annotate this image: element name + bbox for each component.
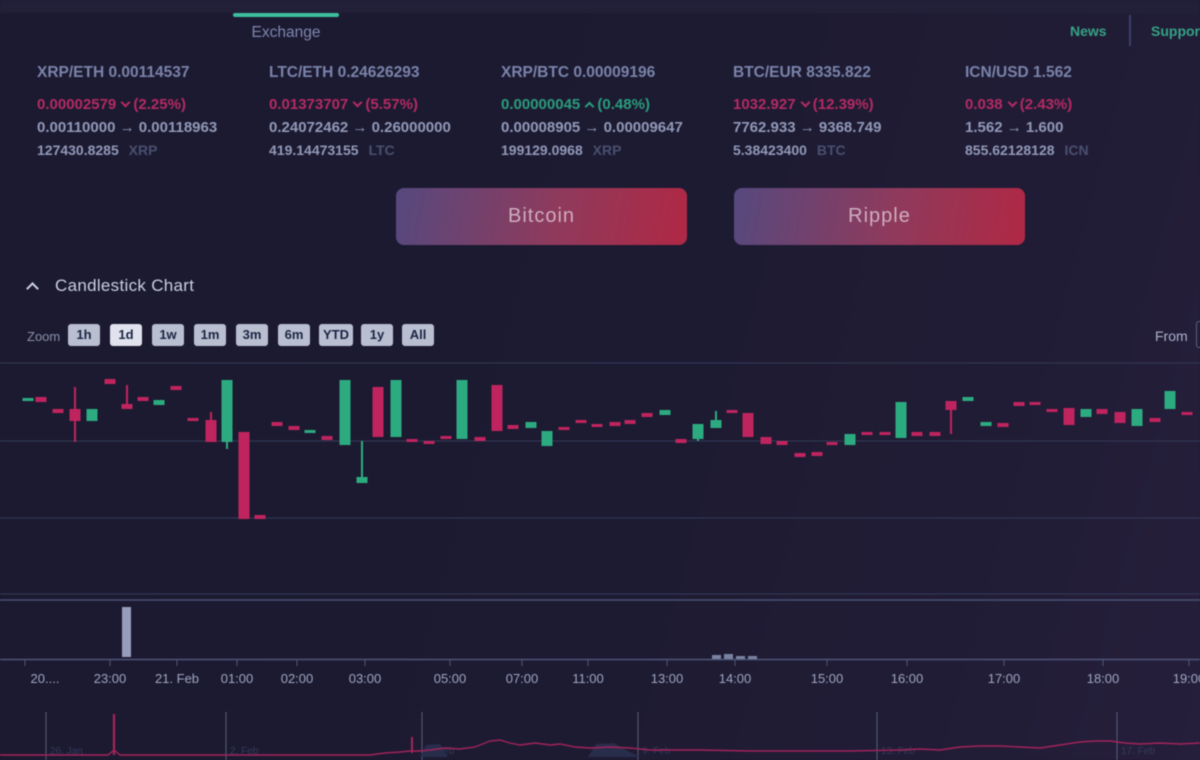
svg-text:11:00: 11:00 <box>572 671 604 686</box>
svg-text:21. Feb: 21. Feb <box>155 671 199 686</box>
svg-text:26. Jan: 26. Jan <box>50 746 83 757</box>
svg-text:07:00: 07:00 <box>506 671 539 686</box>
svg-text:17:00: 17:00 <box>988 671 1021 686</box>
svg-text:14:00: 14:00 <box>719 671 752 686</box>
svg-text:18:00: 18:00 <box>1087 671 1120 686</box>
svg-text:20....: 20.... <box>31 671 60 686</box>
svg-text:17. Feb: 17. Feb <box>1121 746 1155 757</box>
svg-text:9. Feb: 9. Feb <box>642 746 671 757</box>
svg-text:05:00: 05:00 <box>434 671 467 686</box>
svg-text:03:00: 03:00 <box>349 671 382 686</box>
svg-text:13:00: 13:00 <box>651 671 684 686</box>
svg-text:01:00: 01:00 <box>221 671 254 686</box>
svg-text:23:00: 23:00 <box>94 671 127 686</box>
svg-text:2. Feb: 2. Feb <box>230 746 259 757</box>
svg-text:19:00: 19:00 <box>1173 671 1200 686</box>
svg-text:15:00: 15:00 <box>811 671 844 686</box>
svg-text:13. Feb: 13. Feb <box>881 746 915 757</box>
svg-text:16:00: 16:00 <box>891 671 924 686</box>
svg-text:02:00: 02:00 <box>281 671 314 686</box>
